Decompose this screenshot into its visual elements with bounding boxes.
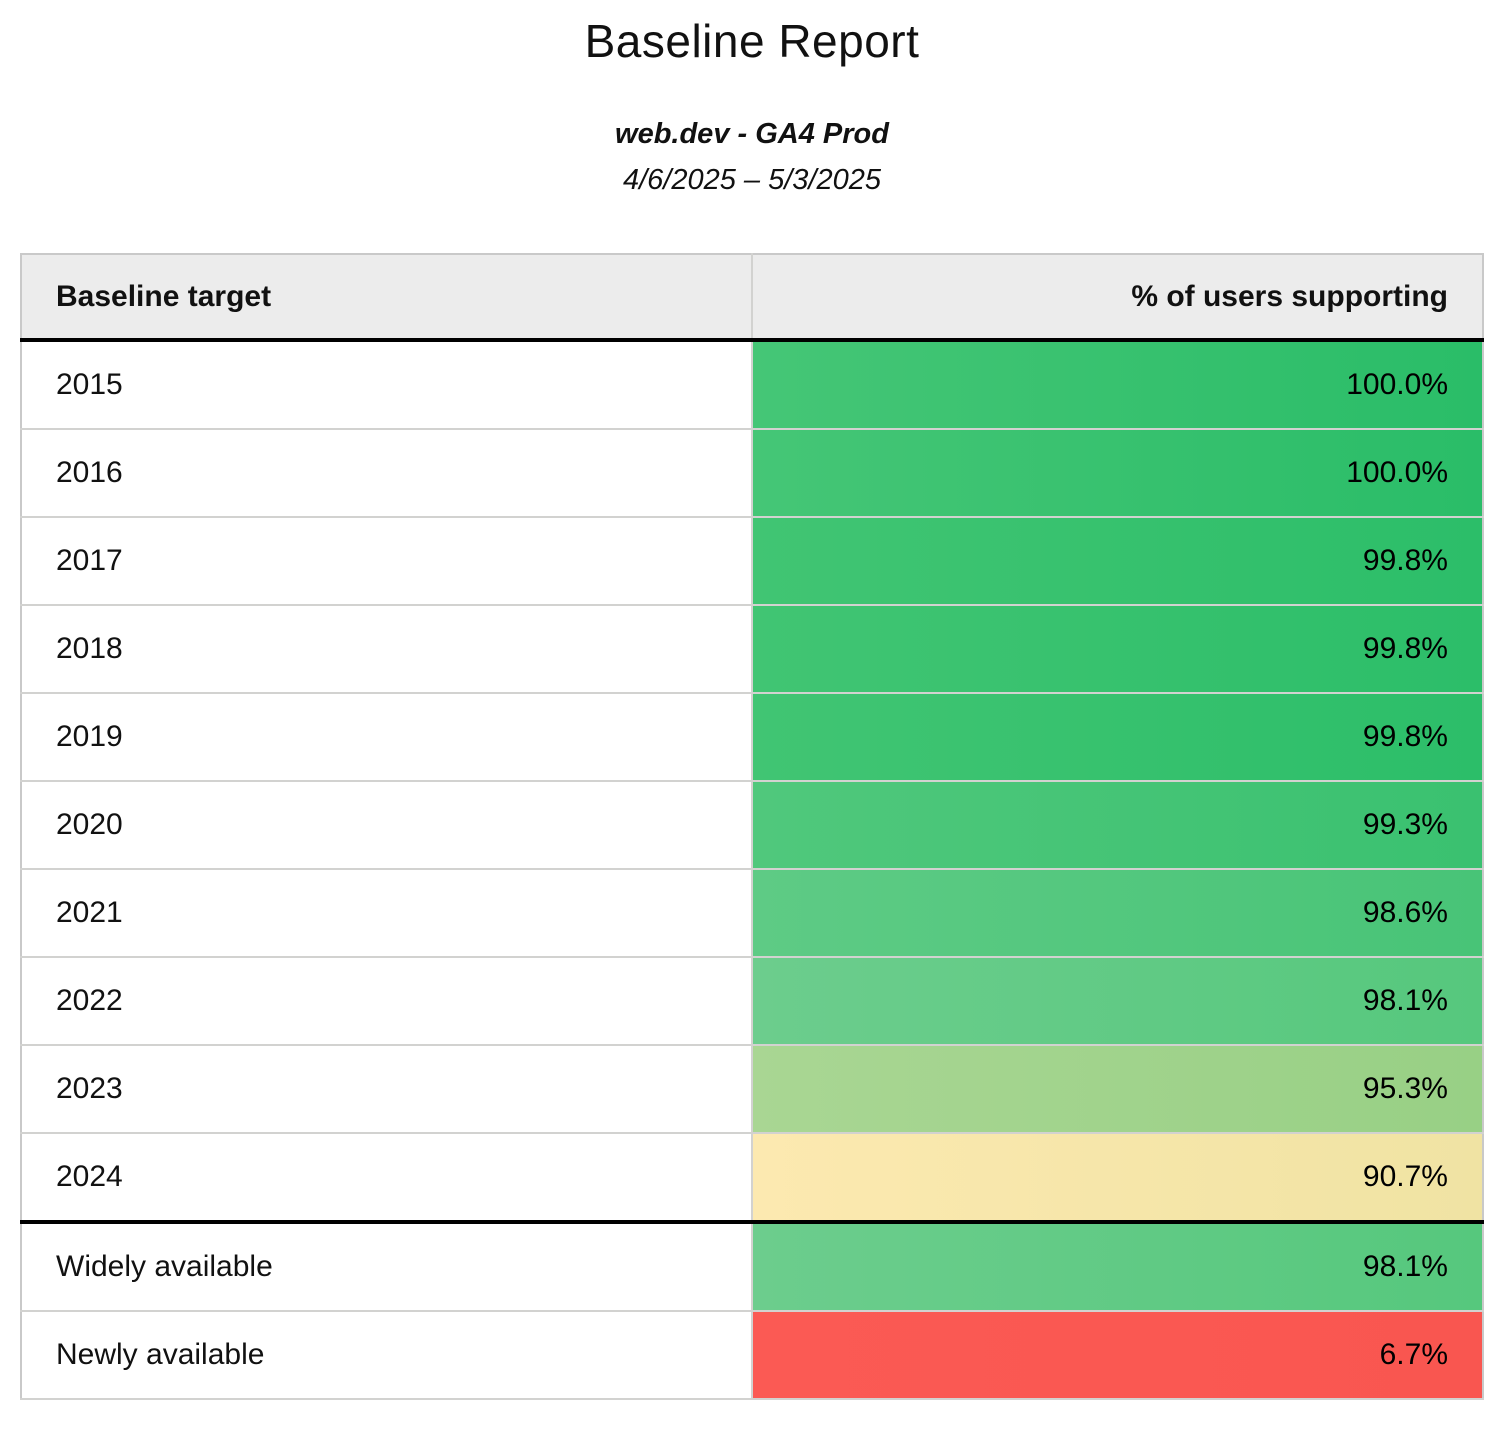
table-row: 2015 100.0% bbox=[21, 340, 1483, 430]
baseline-target-cell: 2020 bbox=[21, 781, 753, 870]
percent-supporting-cell: 100.0% bbox=[752, 340, 1483, 430]
baseline-target-cell: 2017 bbox=[21, 517, 753, 606]
table-header: Baseline target % of users supporting bbox=[21, 254, 1483, 342]
percent-supporting-cell: 98.1% bbox=[752, 957, 1483, 1046]
table-row: 2023 95.3% bbox=[21, 1045, 1483, 1134]
baseline-target-cell: 2019 bbox=[21, 693, 753, 782]
table-header-row: Baseline target % of users supporting bbox=[21, 254, 1483, 342]
table-row: 2020 99.3% bbox=[21, 781, 1483, 870]
percent-supporting-cell: 99.3% bbox=[752, 781, 1483, 870]
table-row: 2021 98.6% bbox=[21, 869, 1483, 958]
table-row: 2022 98.1% bbox=[21, 957, 1483, 1046]
column-header-baseline-target: Baseline target bbox=[21, 254, 753, 342]
baseline-table: Baseline target % of users supporting 20… bbox=[20, 253, 1484, 1400]
baseline-target-cell: Widely available bbox=[21, 1222, 753, 1312]
table-row: 2016 100.0% bbox=[21, 429, 1483, 518]
percent-supporting-cell: 98.6% bbox=[752, 869, 1483, 958]
baseline-target-cell: 2023 bbox=[21, 1045, 753, 1134]
baseline-target-cell: 2021 bbox=[21, 869, 753, 958]
table-row: Newly available 6.7% bbox=[21, 1311, 1483, 1400]
table-row: Widely available 98.1% bbox=[21, 1222, 1483, 1312]
baseline-target-cell: 2024 bbox=[21, 1133, 753, 1224]
percent-supporting-cell: 100.0% bbox=[752, 429, 1483, 518]
table-row: 2017 99.8% bbox=[21, 517, 1483, 606]
baseline-report: Baseline Report web.dev - GA4 Prod 4/6/2… bbox=[0, 14, 1504, 1440]
baseline-target-cell: 2022 bbox=[21, 957, 753, 1046]
percent-supporting-cell: 99.8% bbox=[752, 693, 1483, 782]
baseline-target-cell: 2016 bbox=[21, 429, 753, 518]
percent-supporting-cell: 6.7% bbox=[752, 1311, 1483, 1400]
percent-supporting-cell: 98.1% bbox=[752, 1222, 1483, 1312]
percent-supporting-cell: 90.7% bbox=[752, 1133, 1483, 1224]
percent-supporting-cell: 95.3% bbox=[752, 1045, 1483, 1134]
baseline-target-cell: 2015 bbox=[21, 340, 753, 430]
baseline-target-cell: 2018 bbox=[21, 605, 753, 694]
table-row: 2019 99.8% bbox=[21, 693, 1483, 782]
baseline-target-cell: Newly available bbox=[21, 1311, 753, 1400]
column-header-percent-users-supporting: % of users supporting bbox=[752, 254, 1483, 342]
percent-supporting-cell: 99.8% bbox=[752, 605, 1483, 694]
page-title: Baseline Report bbox=[584, 15, 920, 67]
table-body: 2015 100.0% 2016 100.0% 2017 99.8% 2018 99.8% 20… bbox=[21, 340, 1483, 1400]
table-row: 2024 90.7% bbox=[21, 1133, 1483, 1224]
percent-supporting-cell: 99.8% bbox=[752, 517, 1483, 606]
report-property-name: web.dev - GA4 Prod bbox=[615, 118, 889, 150]
report-date-range: 4/6/2025 – 5/3/2025 bbox=[622, 164, 881, 196]
table-row: 2018 99.8% bbox=[21, 605, 1483, 694]
